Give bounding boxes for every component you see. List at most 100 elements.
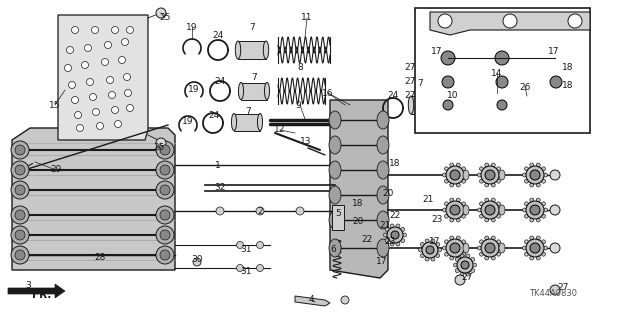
- Circle shape: [460, 80, 463, 84]
- Circle shape: [456, 218, 460, 222]
- Ellipse shape: [499, 170, 505, 180]
- Ellipse shape: [329, 239, 341, 257]
- Circle shape: [396, 242, 400, 246]
- Circle shape: [436, 254, 440, 257]
- Circle shape: [420, 242, 424, 246]
- Circle shape: [513, 65, 516, 69]
- Circle shape: [446, 166, 464, 184]
- Circle shape: [434, 44, 462, 72]
- Ellipse shape: [236, 41, 241, 59]
- Circle shape: [485, 205, 495, 215]
- Circle shape: [455, 257, 460, 261]
- Circle shape: [510, 110, 514, 114]
- Circle shape: [450, 170, 460, 180]
- Circle shape: [491, 94, 513, 116]
- Circle shape: [484, 183, 489, 187]
- Text: 32: 32: [214, 183, 226, 192]
- Circle shape: [431, 56, 435, 60]
- Circle shape: [543, 72, 547, 76]
- Circle shape: [456, 256, 460, 260]
- Circle shape: [86, 78, 93, 85]
- Circle shape: [484, 56, 488, 60]
- Circle shape: [11, 181, 29, 199]
- Circle shape: [536, 218, 540, 222]
- Circle shape: [442, 91, 446, 95]
- Circle shape: [492, 198, 495, 202]
- Circle shape: [387, 227, 403, 243]
- Ellipse shape: [377, 136, 389, 154]
- Circle shape: [11, 226, 29, 244]
- Circle shape: [541, 167, 545, 171]
- Circle shape: [481, 166, 499, 184]
- Circle shape: [541, 240, 545, 244]
- Circle shape: [530, 183, 534, 187]
- Text: 24: 24: [214, 78, 226, 86]
- Circle shape: [127, 26, 134, 33]
- Text: 27: 27: [404, 63, 416, 72]
- Polygon shape: [58, 15, 148, 140]
- Text: 21: 21: [422, 196, 434, 204]
- Text: 16: 16: [323, 88, 333, 98]
- Circle shape: [456, 198, 460, 202]
- Circle shape: [446, 201, 464, 219]
- Circle shape: [72, 97, 79, 103]
- Circle shape: [543, 246, 547, 250]
- Circle shape: [15, 230, 25, 240]
- Circle shape: [558, 67, 562, 71]
- Circle shape: [425, 239, 429, 243]
- Circle shape: [441, 51, 455, 65]
- Circle shape: [530, 170, 540, 180]
- Circle shape: [504, 67, 508, 71]
- Circle shape: [385, 227, 389, 231]
- Circle shape: [450, 236, 454, 240]
- Circle shape: [488, 44, 516, 72]
- Ellipse shape: [377, 161, 389, 179]
- Circle shape: [496, 93, 500, 97]
- Circle shape: [470, 269, 475, 272]
- Text: 22: 22: [362, 235, 372, 244]
- Circle shape: [160, 165, 170, 175]
- Circle shape: [72, 26, 79, 33]
- Circle shape: [479, 240, 483, 244]
- Circle shape: [525, 202, 529, 206]
- Circle shape: [442, 76, 454, 88]
- Circle shape: [526, 166, 544, 184]
- Text: 20: 20: [382, 189, 394, 197]
- Circle shape: [541, 252, 545, 256]
- Circle shape: [426, 246, 434, 254]
- Text: 13: 13: [300, 137, 312, 146]
- Circle shape: [565, 72, 569, 76]
- Text: 12: 12: [275, 125, 285, 135]
- Text: 17: 17: [548, 48, 560, 56]
- Circle shape: [504, 115, 508, 119]
- Circle shape: [463, 173, 467, 177]
- Circle shape: [257, 241, 264, 249]
- Text: 5: 5: [335, 209, 341, 218]
- Circle shape: [456, 236, 460, 240]
- Polygon shape: [12, 128, 175, 270]
- Circle shape: [441, 71, 445, 75]
- Circle shape: [461, 261, 469, 269]
- Circle shape: [496, 76, 508, 88]
- Circle shape: [568, 80, 572, 84]
- Circle shape: [481, 201, 499, 219]
- Text: 24: 24: [212, 31, 223, 40]
- Bar: [241, 83, 267, 100]
- Text: 8: 8: [297, 63, 303, 72]
- Circle shape: [461, 214, 465, 218]
- Circle shape: [419, 248, 422, 252]
- Circle shape: [216, 207, 224, 215]
- Bar: [332, 205, 344, 230]
- Text: 25: 25: [159, 13, 171, 23]
- Circle shape: [438, 248, 442, 252]
- Ellipse shape: [329, 186, 341, 204]
- Polygon shape: [8, 284, 65, 298]
- Circle shape: [526, 239, 544, 257]
- Circle shape: [385, 239, 389, 242]
- Polygon shape: [295, 296, 330, 306]
- Circle shape: [481, 239, 499, 257]
- Circle shape: [497, 167, 500, 171]
- Polygon shape: [330, 100, 388, 278]
- Text: 4: 4: [308, 295, 314, 305]
- Circle shape: [425, 257, 429, 261]
